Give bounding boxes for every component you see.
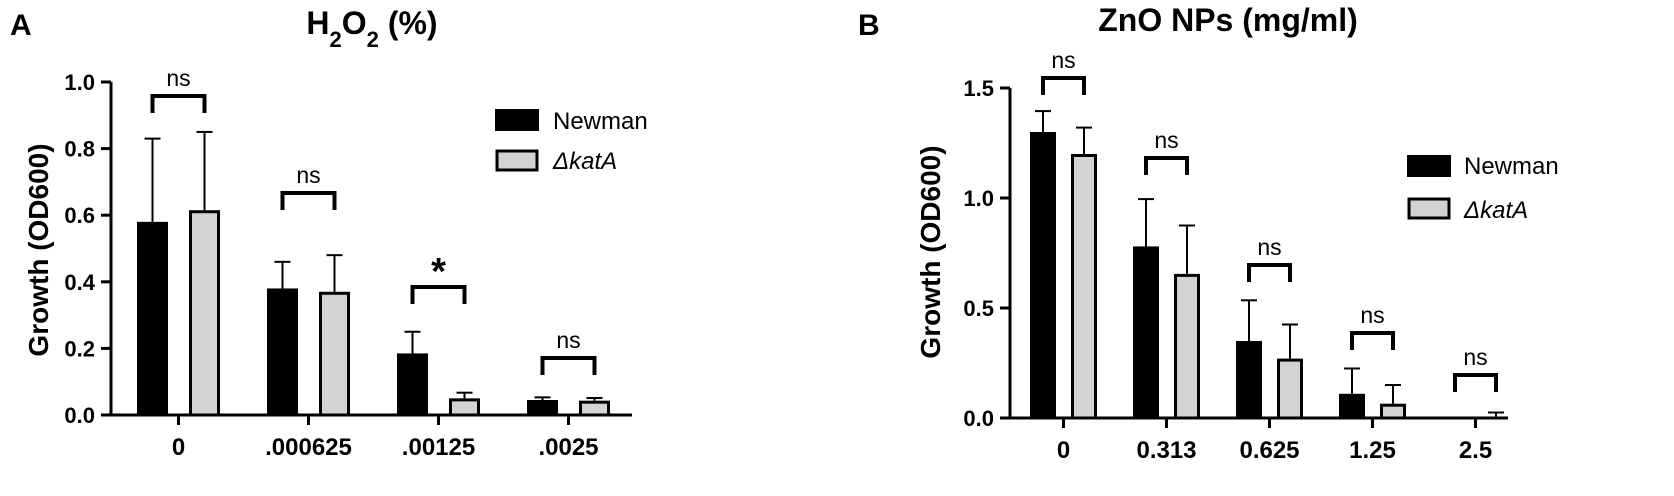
significance-bracket xyxy=(410,285,467,304)
legend-label-newman: Newman xyxy=(1464,153,1559,180)
panel-a-title: H2O2 (%) xyxy=(306,5,437,52)
bar-newman xyxy=(397,353,428,415)
legend-label-katA: ΔkatA xyxy=(552,148,617,175)
significance-label: * xyxy=(431,251,446,293)
panel-b-plot-area: 0.0 0.5 1.0 1.5 0 ns 0.313 ns 0.625 ns 1.25 ns 2.5 ns xyxy=(963,47,1508,464)
panel-b-title: ZnO NPs (mg/ml) xyxy=(1098,2,1358,38)
panel-b-legend: Newman ΔkatA xyxy=(1407,153,1559,224)
legend-label-newman: Newman xyxy=(553,108,648,135)
bar-katA xyxy=(1380,403,1406,420)
legend-swatch-katA xyxy=(1407,197,1451,220)
y-tick-label: 0.0 xyxy=(64,403,95,428)
significance-bracket xyxy=(1144,156,1189,175)
significance-bracket xyxy=(1350,331,1395,350)
bar-katA xyxy=(579,400,610,417)
panel-a-y-axis-label: Growth (OD600) xyxy=(23,143,54,356)
x-tick-label: 0 xyxy=(1057,437,1070,464)
significance-bracket xyxy=(1041,76,1086,95)
y-tick-label: 0.6 xyxy=(64,203,95,228)
y-tick-label: 1.5 xyxy=(963,76,994,101)
panel-b-y-axis-label: Growth (OD600) xyxy=(915,145,946,358)
y-tick-label: 0.4 xyxy=(64,270,95,295)
legend-label-katA: ΔkatA xyxy=(1463,197,1528,224)
x-tick-label: 0 xyxy=(172,434,185,461)
y-tick-label: 0.0 xyxy=(963,406,994,431)
bar-newman xyxy=(137,221,168,415)
panel-a: A H2O2 (%) Growth (OD600) 0.00.20.40.60.… xyxy=(10,5,648,461)
significance-label: ns xyxy=(1257,234,1281,260)
y-tick-label: 0.8 xyxy=(64,137,95,162)
bar-katA xyxy=(319,291,350,417)
significance-label: ns xyxy=(1360,302,1384,328)
panel-a-letter: A xyxy=(10,9,32,42)
bar-katA xyxy=(1277,358,1303,420)
x-tick-label: 0.313 xyxy=(1136,437,1196,464)
significance-bracket xyxy=(150,94,207,113)
significance-bracket xyxy=(1247,263,1292,282)
significance-bracket xyxy=(280,191,337,210)
x-tick-label: .00125 xyxy=(402,434,475,461)
bar-newman xyxy=(527,400,558,415)
panel-a-legend: Newman ΔkatA xyxy=(495,108,648,175)
bar-katA xyxy=(1071,154,1097,420)
panel-b-letter: B xyxy=(858,9,880,42)
x-tick-label: 1.25 xyxy=(1349,437,1396,464)
bar-newman xyxy=(1236,341,1262,418)
bar-newman xyxy=(1030,132,1056,418)
legend-swatch-newman xyxy=(495,109,539,131)
bar-newman xyxy=(1339,393,1365,418)
x-tick-label: 0.625 xyxy=(1239,437,1299,464)
significance-bracket xyxy=(540,356,597,375)
bar-katA xyxy=(449,398,480,417)
significance-label: ns xyxy=(166,65,190,91)
panel-b: B ZnO NPs (mg/ml) Growth (OD600) 0.0 0.5 1… xyxy=(858,2,1559,464)
significance-label: ns xyxy=(1463,344,1487,370)
significance-bracket xyxy=(1453,373,1498,392)
significance-label: ns xyxy=(296,162,320,188)
y-tick-label: 1.0 xyxy=(963,186,994,211)
significance-label: ns xyxy=(1154,127,1178,153)
legend-swatch-newman xyxy=(1407,155,1451,177)
legend-swatch-katA xyxy=(495,149,539,172)
bar-newman xyxy=(1133,246,1159,418)
y-tick-label: 0.2 xyxy=(64,336,95,361)
x-tick-label: .0025 xyxy=(538,434,598,461)
significance-label: ns xyxy=(556,327,580,353)
bar-katA xyxy=(189,210,220,417)
panel-a-plot-area: 0.0 0.2 0.4 0.6 0.8 1.0 0 ns .000625 ns .00125 * .00… xyxy=(64,65,632,461)
y-tick-label: 0.5 xyxy=(963,296,994,321)
x-tick-label: 2.5 xyxy=(1459,437,1492,464)
significance-label: ns xyxy=(1051,47,1075,73)
bar-newman xyxy=(267,288,298,415)
y-tick-label: 1.0 xyxy=(64,70,95,95)
x-tick-label: .000625 xyxy=(265,434,352,461)
bar-katA xyxy=(1174,273,1200,420)
